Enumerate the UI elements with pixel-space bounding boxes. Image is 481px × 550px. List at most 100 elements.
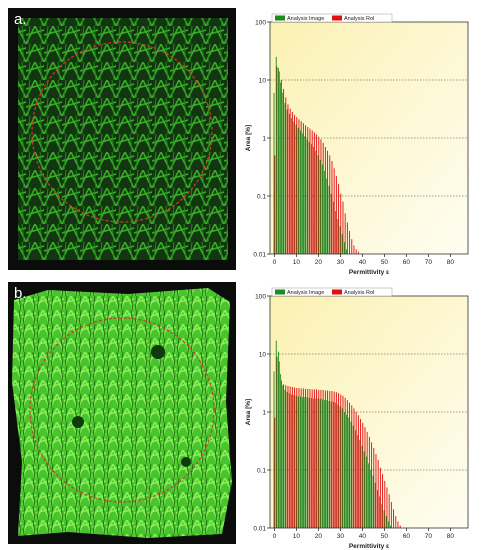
legend-swatch-image	[275, 15, 285, 21]
bar-roi	[379, 467, 381, 528]
bar-image	[297, 127, 299, 254]
bar-image	[328, 185, 330, 254]
bar-roi	[346, 400, 348, 528]
x-tick-label: 0	[273, 259, 277, 266]
bar-image	[368, 463, 370, 528]
bar-image	[354, 430, 356, 528]
dark-spot-2	[72, 416, 84, 428]
bar-roi	[375, 453, 377, 528]
legend-label-roi: Analysis RoI	[344, 16, 375, 22]
dark-spot-3	[181, 457, 191, 467]
legend: Analysis Image Analysis RoI	[271, 287, 393, 297]
bar-roi	[333, 391, 335, 528]
bar-roi	[399, 525, 401, 528]
microscopy-image-a: a.	[8, 8, 236, 270]
bar-roi	[377, 459, 379, 528]
bar-roi	[300, 388, 302, 528]
bar-image	[293, 395, 295, 528]
bar-image	[295, 395, 297, 528]
bar-image	[346, 414, 348, 528]
bar-roi	[313, 389, 315, 528]
bar-roi	[320, 139, 322, 254]
bar-roi	[338, 393, 340, 528]
texture-tint-a	[18, 18, 228, 260]
bar-image	[319, 398, 321, 528]
bar-image	[328, 400, 330, 528]
bar-image	[350, 421, 352, 528]
bar-roi	[287, 386, 289, 528]
bar-image	[359, 439, 361, 528]
bar-image	[295, 124, 297, 254]
x-tick-label: 80	[447, 259, 455, 266]
bar-roi	[342, 201, 344, 254]
bar-image	[337, 219, 339, 254]
y-axis-label: Area [%]	[245, 399, 252, 425]
bar-roi	[382, 474, 384, 528]
bar-image	[324, 400, 326, 528]
bar-roi	[302, 388, 304, 528]
bar-image	[273, 371, 275, 528]
x-tick-label: 0	[273, 533, 277, 540]
legend-label-image: Analysis Image	[287, 290, 324, 296]
bar-roi	[388, 494, 390, 528]
bar-image	[275, 340, 277, 528]
bar-image	[304, 397, 306, 528]
bar-image	[286, 109, 288, 254]
x-tick-label: 30	[337, 259, 345, 266]
x-axis-label: Permittivity ε	[349, 543, 389, 550]
bar-image	[376, 490, 378, 528]
bar-roi	[276, 356, 278, 528]
bar-image	[306, 139, 308, 254]
y-tick-label: 100	[255, 294, 266, 301]
legend-swatch-roi	[332, 15, 342, 21]
x-tick-label: 10	[293, 259, 301, 266]
y-tick-label: 1	[262, 410, 266, 417]
bar-image	[352, 425, 354, 528]
bar-roi	[294, 387, 296, 528]
texture-b	[12, 288, 232, 538]
bar-roi	[395, 516, 397, 528]
bar-image	[339, 226, 341, 254]
bar-image	[288, 393, 290, 528]
bar-image	[381, 503, 383, 528]
bar-roi	[357, 415, 359, 528]
bar-roi	[351, 239, 353, 254]
bar-roi	[278, 361, 280, 528]
bar-image	[317, 155, 319, 254]
x-tick-label: 30	[337, 533, 345, 540]
histogram-chart-b: 0.01 0.1 1 10 100 0 10 20 30 40 50 60 70 80 Permittivi…	[240, 276, 478, 550]
bar-roi	[353, 408, 355, 528]
y-tick-label: 100	[255, 20, 266, 27]
bar-image	[280, 82, 282, 254]
bar-roi	[346, 222, 348, 254]
bar-image	[348, 417, 350, 528]
bar-roi	[393, 509, 395, 528]
bar-image	[321, 399, 323, 528]
bar-roi	[340, 193, 342, 254]
bar-image	[343, 412, 345, 528]
bar-roi	[349, 402, 351, 528]
bar-image	[273, 92, 275, 255]
bar-image	[282, 385, 284, 528]
bar-roi	[318, 389, 320, 528]
bar-image	[374, 482, 376, 528]
bar-image	[330, 193, 332, 254]
bar-roi	[384, 480, 386, 528]
bar-image	[346, 249, 348, 254]
bar-roi	[276, 66, 278, 254]
bar-image	[321, 164, 323, 254]
bar-image	[282, 92, 284, 255]
bar-roi	[327, 390, 329, 528]
bar-image	[330, 401, 332, 528]
y-tick-label: 0.1	[257, 194, 266, 201]
bar-roi	[351, 405, 353, 528]
bar-image	[335, 402, 337, 528]
x-tick-label: 20	[315, 259, 323, 266]
texture-a	[18, 18, 228, 260]
bar-image	[332, 201, 334, 254]
bar-roi	[298, 119, 300, 254]
bar-image	[302, 397, 304, 528]
bar-roi	[280, 380, 282, 528]
legend: Analysis Image Analysis RoI	[271, 13, 393, 23]
x-tick-label: 60	[403, 533, 411, 540]
